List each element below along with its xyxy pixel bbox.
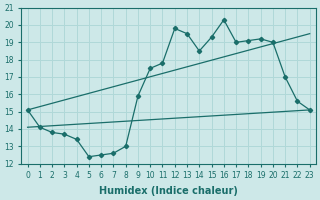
X-axis label: Humidex (Indice chaleur): Humidex (Indice chaleur)	[99, 186, 238, 196]
